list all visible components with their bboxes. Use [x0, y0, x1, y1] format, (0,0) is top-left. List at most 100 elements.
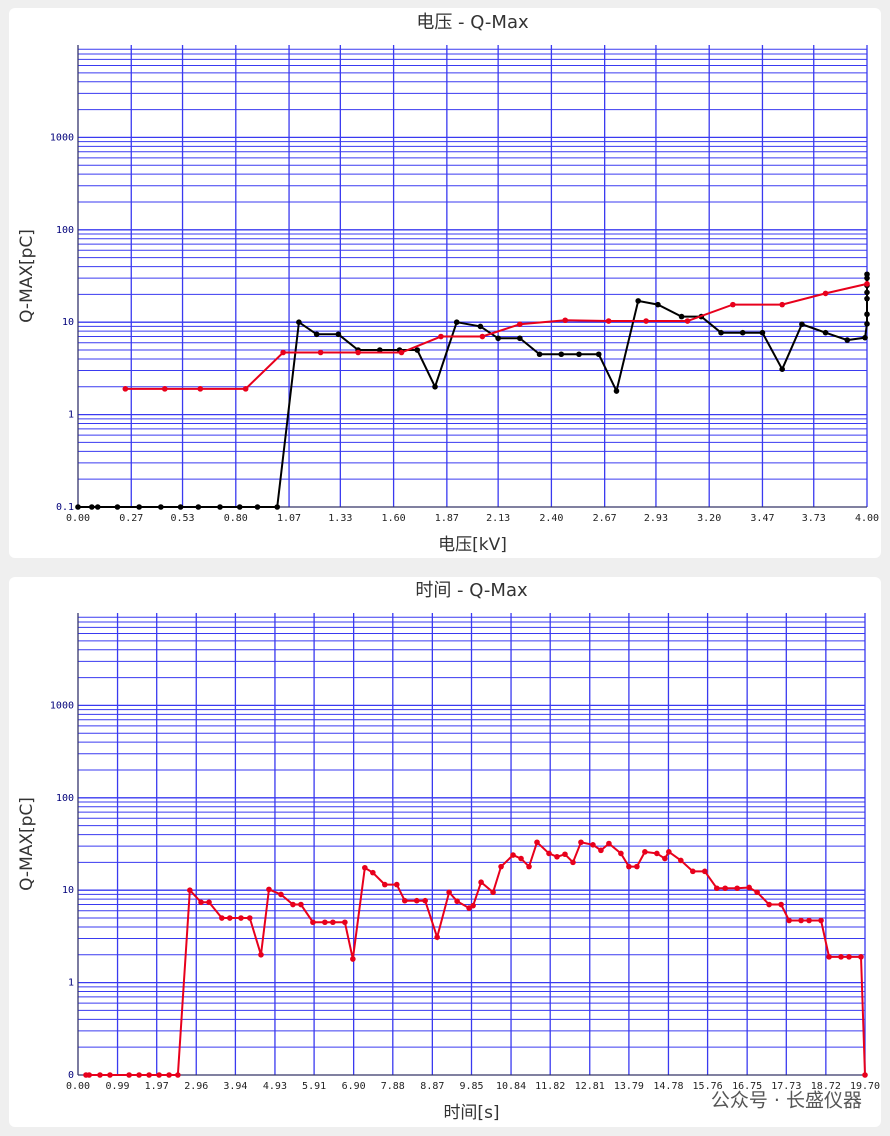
chart-card — [9, 577, 881, 1127]
x-tick-label: 1.07 — [277, 513, 301, 524]
x-axis-label: 时间[s] — [443, 1103, 499, 1123]
data-point — [517, 321, 523, 328]
data-point — [322, 919, 328, 926]
x-tick-label: 1.97 — [145, 1081, 169, 1092]
data-point — [274, 504, 281, 510]
y-tick-label: 100 — [56, 225, 74, 236]
x-tick-label: 8.87 — [420, 1081, 444, 1092]
data-point — [432, 383, 438, 390]
x-tick-label: 6.90 — [342, 1081, 366, 1092]
data-point — [576, 351, 582, 358]
x-tick-label: 7.88 — [381, 1081, 405, 1092]
x-tick-label: 14.78 — [653, 1081, 683, 1092]
x-axis-label: 电压[kV] — [438, 535, 507, 555]
data-point — [822, 290, 829, 297]
data-point — [786, 917, 792, 924]
data-point — [634, 863, 640, 870]
y-tick-label: 1 — [68, 978, 74, 989]
x-tick-label: 0.00 — [66, 1081, 90, 1092]
data-point — [864, 311, 870, 318]
x-tick-label: 17.73 — [771, 1081, 801, 1092]
data-point — [393, 881, 400, 888]
data-point — [495, 335, 501, 342]
data-point — [722, 885, 728, 892]
x-tick-label: 2.40 — [539, 513, 563, 524]
data-point — [526, 863, 532, 870]
x-tick-label: 10.84 — [496, 1081, 526, 1092]
data-point — [227, 915, 233, 921]
data-point — [613, 388, 620, 394]
data-point — [858, 954, 864, 960]
data-point — [219, 915, 225, 921]
data-point — [175, 1072, 181, 1078]
y-tick-label: 10 — [62, 317, 74, 328]
data-point — [578, 839, 584, 846]
y-tick-label: 10 — [62, 885, 74, 896]
x-tick-label: 5.91 — [302, 1081, 326, 1092]
y-tick-label: 1 — [68, 410, 74, 421]
data-point — [826, 954, 832, 960]
data-point — [266, 886, 272, 893]
data-point — [546, 850, 552, 857]
data-point — [595, 351, 602, 358]
data-point — [479, 333, 486, 340]
x-tick-label: 18.72 — [811, 1081, 841, 1092]
data-point — [477, 323, 484, 330]
series-line — [78, 274, 868, 508]
data-point — [822, 329, 829, 336]
data-point — [296, 319, 302, 326]
data-point — [739, 329, 746, 336]
data-point — [278, 891, 284, 898]
data-point — [684, 318, 691, 324]
x-tick-label: 4.00 — [855, 513, 879, 524]
data-point — [401, 897, 408, 904]
data-point — [280, 349, 286, 356]
x-tick-label: 3.20 — [697, 513, 721, 524]
data-point — [198, 899, 204, 906]
x-tick-label: 2.67 — [593, 513, 617, 524]
data-point — [370, 869, 376, 876]
data-point — [766, 901, 772, 908]
data-point — [438, 333, 444, 340]
y-tick-label: 100 — [56, 793, 74, 804]
watermark: 公众号 · 长盛仪器 — [711, 1090, 862, 1112]
x-tick-label: 0.27 — [119, 513, 143, 524]
data-point — [470, 902, 476, 909]
data-point — [778, 901, 784, 908]
data-point — [136, 1072, 142, 1078]
data-point — [844, 337, 851, 343]
data-point — [298, 901, 304, 908]
data-point — [156, 1072, 162, 1078]
data-point — [558, 351, 565, 358]
data-point — [97, 1072, 103, 1078]
data-point — [838, 954, 844, 960]
data-point — [642, 849, 648, 855]
x-tick-label: 15.76 — [693, 1081, 723, 1092]
data-point — [146, 1072, 152, 1078]
data-point — [136, 504, 142, 510]
y-tick-label: 1000 — [50, 700, 74, 711]
y-axis-label: Q-MAX[pC] — [17, 229, 37, 323]
data-point — [313, 331, 320, 338]
data-point — [195, 504, 202, 510]
data-point — [678, 313, 685, 320]
data-point — [254, 504, 261, 510]
data-point — [177, 504, 184, 510]
data-point — [654, 850, 660, 857]
data-point — [238, 915, 244, 921]
data-point — [126, 1072, 132, 1078]
data-point — [562, 317, 569, 324]
data-point — [498, 863, 504, 870]
data-point — [317, 349, 324, 356]
x-tick-label: 11.82 — [535, 1081, 565, 1092]
data-point — [217, 504, 223, 510]
x-tick-label: 19.70 — [850, 1081, 880, 1092]
data-point — [798, 917, 804, 924]
chart-title: 时间 - Q-Max — [415, 580, 528, 601]
data-point — [246, 915, 253, 921]
x-tick-label: 9.85 — [459, 1081, 483, 1092]
data-point — [355, 349, 361, 356]
data-point — [510, 852, 516, 858]
x-tick-label: 1.60 — [382, 513, 406, 524]
data-point — [779, 301, 785, 308]
